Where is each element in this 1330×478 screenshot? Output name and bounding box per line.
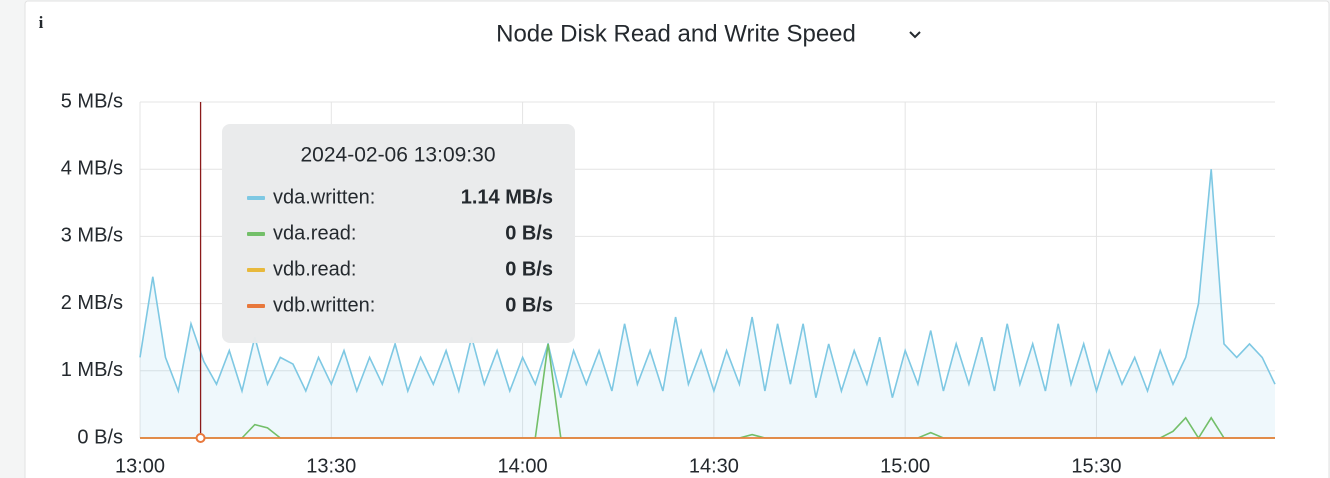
x-tick-label: 13:00 (115, 455, 165, 477)
x-tick-label: 15:00 (880, 455, 930, 477)
x-tick-label: 13:30 (306, 455, 356, 477)
tooltip-swatch (247, 304, 265, 308)
tooltip-value: 0 B/s (505, 294, 553, 316)
tooltip-value: 1.14 MB/s (461, 186, 553, 208)
x-tick-label: 14:30 (689, 455, 739, 477)
y-tick-label: 3 MB/s (61, 225, 123, 247)
tooltip-label: vda.written: (273, 186, 375, 208)
tooltip-swatch (247, 196, 265, 200)
x-tick-label: 14:00 (498, 455, 548, 477)
tooltip-label: vdb.written: (273, 294, 375, 316)
info-icon[interactable]: i (39, 13, 44, 32)
tooltip-label: vdb.read: (273, 258, 356, 280)
chart-title[interactable]: Node Disk Read and Write Speed (496, 20, 856, 47)
tooltip-time: 2024-02-06 13:09:30 (301, 144, 496, 167)
tooltip-value: 0 B/s (505, 258, 553, 280)
y-tick-label: 1 MB/s (61, 359, 123, 381)
panel (24, 0, 1330, 478)
series-area (140, 169, 1275, 438)
tooltip-swatch (247, 232, 265, 236)
title-chevron[interactable] (909, 31, 921, 39)
y-tick-label: 0 B/s (77, 426, 123, 448)
x-tick-label: 15:30 (1071, 455, 1121, 477)
y-tick-label: 5 MB/s (61, 90, 123, 112)
tooltip-swatch (247, 268, 265, 272)
y-tick-label: 2 MB/s (61, 292, 123, 314)
tooltip-value: 0 B/s (505, 222, 553, 244)
tooltip (222, 124, 575, 343)
hover-point (195, 433, 206, 443)
series-line (139, 169, 1276, 398)
y-tick-label: 4 MB/s (61, 157, 123, 179)
tooltip-label: vda.read: (273, 222, 356, 244)
